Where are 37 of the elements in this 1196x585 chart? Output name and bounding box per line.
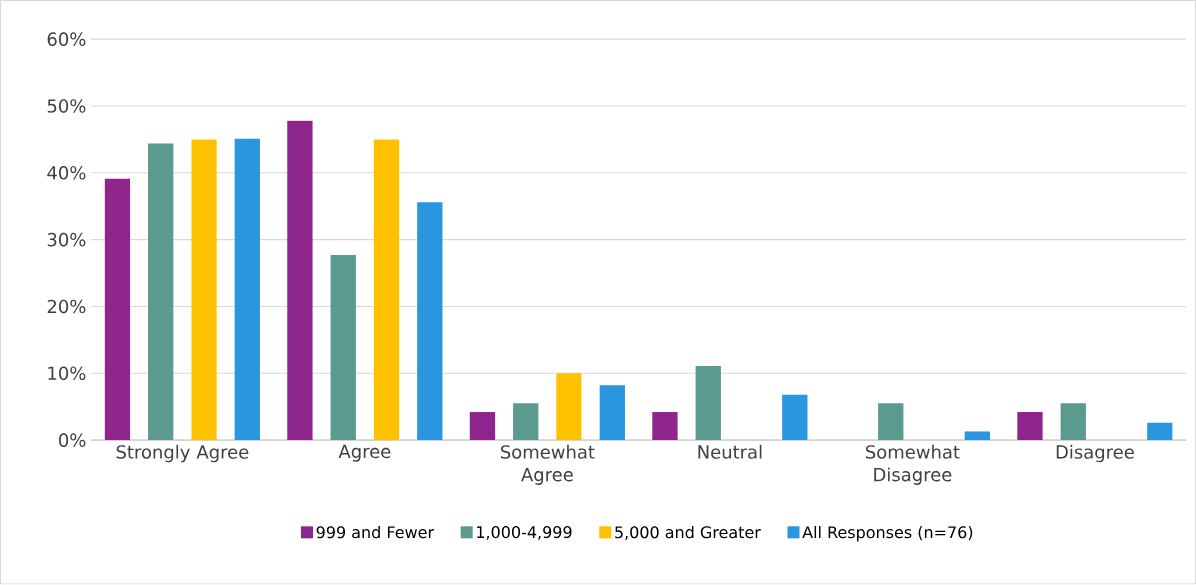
bar	[148, 143, 174, 441]
y-tick-label: 40%	[47, 166, 86, 180]
bar	[469, 412, 496, 441]
legend-label: 1,000-4,999	[477, 526, 572, 541]
bar	[599, 385, 625, 441]
bar	[330, 255, 356, 441]
bar	[104, 179, 131, 441]
y-tick-label: 60%	[47, 32, 86, 47]
bar	[1017, 412, 1043, 441]
bar	[513, 403, 539, 441]
bar	[373, 139, 400, 441]
bar	[417, 202, 443, 441]
y-tick-label: 10%	[48, 366, 86, 381]
x-tick-label: Strongly Agree	[116, 445, 249, 463]
bar	[1147, 423, 1173, 441]
bar	[652, 412, 678, 441]
y-tick-label: 50%	[47, 99, 86, 114]
bar	[556, 373, 582, 441]
bar	[878, 403, 904, 441]
legend-label: All Responses (n=76)	[802, 526, 973, 542]
y-tick-label: 0%	[59, 433, 86, 448]
bar	[191, 139, 217, 441]
x-tick-label: Somewhat Agree	[500, 445, 595, 486]
bar	[1060, 403, 1086, 441]
y-tick-label: 20%	[47, 299, 86, 314]
legend-label: 5,000 and Greater	[615, 526, 761, 541]
y-tick-label: 30%	[47, 233, 86, 247]
bar	[964, 431, 991, 441]
bar	[287, 120, 313, 441]
bar	[234, 138, 260, 441]
bar	[782, 394, 808, 441]
x-tick-label: Agree	[338, 445, 391, 462]
x-tick-label: Disagree	[1056, 445, 1134, 463]
legend-label: 999 and Fewer	[316, 526, 435, 539]
x-tick-label: Somewhat Disagree	[866, 445, 960, 486]
x-tick-label: Neutral	[698, 445, 762, 459]
bar	[695, 366, 721, 441]
